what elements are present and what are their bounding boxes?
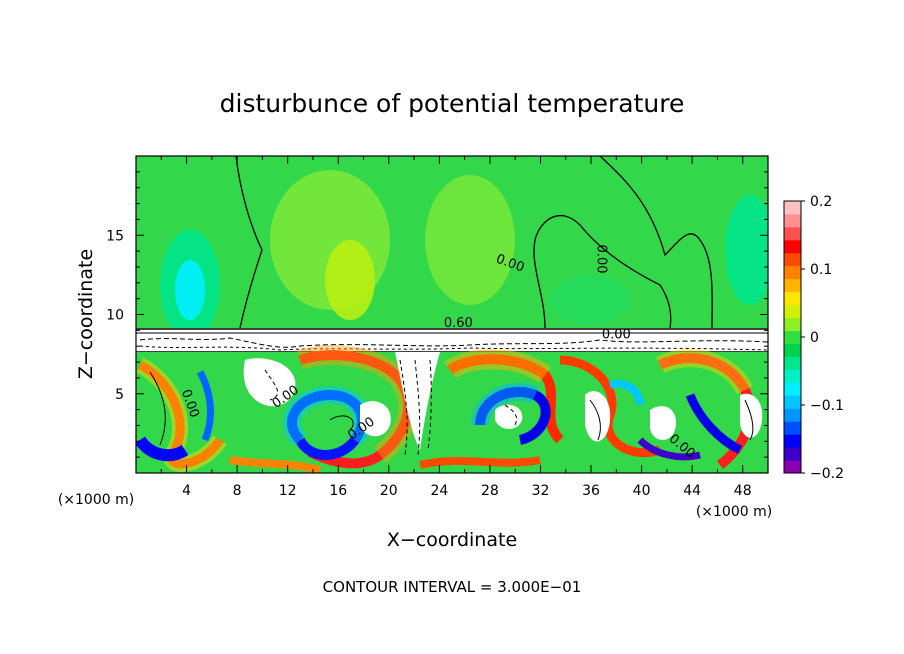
x-tick-label: 20 bbox=[380, 483, 398, 499]
colorbar-swatch bbox=[784, 395, 801, 409]
contour-line bbox=[599, 156, 713, 329]
contour-line bbox=[235, 156, 263, 329]
colorbar-swatch bbox=[784, 265, 801, 280]
colorbar-swatch bbox=[784, 226, 801, 241]
contour-interval-note: CONTOUR INTERVAL = 3.000E−01 bbox=[323, 578, 582, 596]
y-axis: 5 10 15 bbox=[106, 171, 768, 458]
colorbar-swatch bbox=[784, 460, 801, 474]
colorbar-tick-label: −0.2 bbox=[810, 466, 844, 482]
x-tick-label: 40 bbox=[633, 483, 651, 499]
y-tick-label: 5 bbox=[115, 387, 124, 403]
y-tick-label: 10 bbox=[106, 308, 124, 324]
turbulent-features bbox=[136, 345, 763, 473]
x-tick-label: 48 bbox=[734, 483, 752, 499]
colorbar-swatch bbox=[784, 291, 801, 306]
colorbar-swatch bbox=[784, 447, 801, 461]
colorbar-swatch bbox=[784, 201, 801, 215]
contour-line bbox=[533, 239, 546, 329]
colorbar-swatch bbox=[784, 317, 801, 332]
contour-label: 0.00 bbox=[593, 245, 608, 274]
colorbar-swatch bbox=[784, 369, 801, 383]
x-tick-label: 36 bbox=[582, 483, 600, 499]
colorbar-swatch bbox=[784, 343, 801, 357]
y-tick-label: 15 bbox=[106, 228, 124, 244]
cool-blob bbox=[175, 260, 205, 320]
x-tick-label: 32 bbox=[532, 483, 550, 499]
warm-blob bbox=[325, 240, 375, 320]
colorbar-swatch bbox=[784, 213, 801, 228]
cool-blob bbox=[725, 195, 768, 305]
colorbar-swatch bbox=[784, 330, 801, 344]
chart-title: disturbunce of potential temperature bbox=[220, 89, 685, 118]
colorbar-swatch bbox=[784, 239, 801, 254]
contour-line bbox=[139, 337, 768, 348]
colorbar-swatch bbox=[784, 356, 801, 370]
x-tick-label: 16 bbox=[329, 483, 347, 499]
y-axis-title: Z−coordinate bbox=[75, 249, 97, 379]
colorbar-tick-label: 0.1 bbox=[810, 262, 832, 278]
colorbar-swatch bbox=[784, 382, 801, 396]
cool-blob bbox=[550, 275, 630, 325]
colorbar-tick-label: 0.2 bbox=[810, 194, 832, 210]
colorbar-swatch bbox=[784, 252, 801, 267]
warm-blob bbox=[425, 175, 515, 305]
colorbar-swatch bbox=[784, 434, 801, 448]
x-axis-title: X−coordinate bbox=[387, 529, 517, 551]
colorbar-tick-label: 0 bbox=[810, 330, 819, 346]
contour-line bbox=[534, 214, 672, 329]
x-tick-label: 28 bbox=[481, 483, 499, 499]
x-tick-label: 44 bbox=[683, 483, 701, 499]
x-tick-label: 24 bbox=[430, 483, 448, 499]
colorbar-tick-label: −0.1 bbox=[810, 398, 844, 414]
colorbar-swatch bbox=[784, 304, 801, 319]
colorbar-swatch bbox=[784, 408, 801, 422]
colorbar bbox=[784, 201, 801, 474]
x-axis: 4 8 12 16 20 24 28 32 36 40 44 48 bbox=[160, 156, 752, 499]
x-tick-label: 8 bbox=[233, 483, 242, 499]
plot-area bbox=[136, 156, 768, 473]
x-tick-label: 12 bbox=[279, 483, 297, 499]
x-unit-left: (×1000 m) bbox=[58, 492, 134, 508]
contour-line bbox=[139, 345, 768, 351]
x-tick-label: 4 bbox=[182, 483, 191, 499]
contour-label: 0.00 bbox=[602, 327, 631, 342]
colorbar-swatch bbox=[784, 278, 801, 293]
x-unit-right: (×1000 m) bbox=[696, 504, 772, 520]
colorbar-ticks: 0.2 0.1 0 −0.1 −0.2 bbox=[801, 194, 844, 482]
contour-label: 0.60 bbox=[444, 316, 473, 331]
colorbar-swatch bbox=[784, 421, 801, 435]
